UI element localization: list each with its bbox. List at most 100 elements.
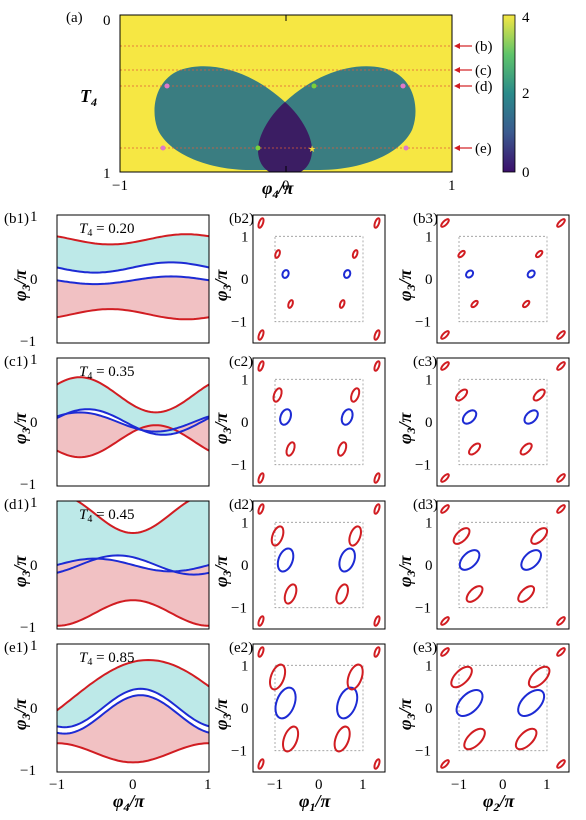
island-red — [457, 249, 466, 259]
island-red — [556, 504, 566, 514]
island-blue — [338, 547, 356, 573]
island-red — [532, 388, 546, 402]
ytick: 1 — [30, 209, 38, 225]
right-panel: (e3) φ3/π 1 0 −1 — [395, 640, 570, 773]
curve-red-bottom — [57, 599, 209, 627]
left-panel: T4 = 0.20 1 0 −1 φ3/π (b1) — [4, 209, 210, 350]
ytick: 0 — [30, 701, 38, 717]
ytick: −1 — [231, 315, 247, 331]
island-blue — [274, 686, 297, 720]
island-red — [338, 299, 346, 309]
island-red — [337, 441, 348, 457]
island-red — [257, 217, 265, 229]
unit-cell — [458, 378, 548, 466]
ylabel: φ3/π — [211, 411, 234, 444]
row-3: T4 = 0.85 1 0 −1 φ3/π (e1) (e2) φ3/π 1 0 −1 (e3) φ3/… — [4, 638, 570, 779]
arrow-label-d: (d) — [475, 79, 493, 95]
island-red — [257, 503, 265, 515]
xlabel-left: φ4/π — [113, 791, 146, 814]
ylabel: φ3/π — [395, 554, 418, 587]
ytick: −1 — [231, 744, 247, 760]
island-red — [452, 527, 471, 545]
island-blue — [461, 409, 478, 425]
island-red — [556, 218, 566, 228]
island-red — [257, 329, 265, 341]
ylabel: φ3/π — [211, 554, 234, 587]
arrow-label-c: (c) — [475, 63, 492, 79]
island-red — [373, 646, 381, 658]
curve-blue-upper — [57, 408, 209, 436]
heatmap-a: ★ — [120, 15, 452, 172]
island-red — [455, 388, 469, 402]
island-blue — [336, 686, 359, 720]
curve-blue-lower — [57, 557, 209, 573]
torus-plot — [437, 501, 569, 629]
island-red — [274, 249, 281, 259]
ylabel: φ3/π — [10, 554, 33, 587]
panel-label: (e2) — [229, 640, 253, 656]
island-blue — [523, 409, 539, 425]
ytick: 0 — [241, 415, 249, 431]
mid-frame — [252, 214, 386, 344]
island-red — [440, 473, 450, 483]
unit-cell — [458, 664, 548, 752]
island-red — [517, 585, 536, 603]
island-red — [556, 616, 566, 626]
xtick: 0 — [315, 777, 323, 793]
island-red — [283, 583, 298, 605]
island-red — [282, 725, 300, 753]
ylabel: φ3/π — [10, 411, 33, 444]
island-red — [270, 525, 285, 547]
island-blue — [526, 269, 536, 279]
band-pink — [57, 412, 209, 458]
ytick: −1 — [231, 458, 247, 474]
right-frame — [436, 214, 570, 344]
t4-label: T4 = 0.35 — [79, 364, 135, 382]
plot-bg — [253, 215, 385, 343]
ytick: −1 — [20, 334, 36, 350]
ytick: 1 — [241, 658, 249, 674]
colorbar — [502, 14, 516, 173]
ytick: −1 — [415, 458, 431, 474]
island-red — [556, 330, 566, 340]
xlabel-right: φ2/π — [483, 791, 516, 814]
panel-label: (c2) — [229, 354, 253, 370]
unit-cell — [458, 521, 548, 609]
band-pink — [57, 276, 209, 320]
unit-cell — [274, 664, 364, 752]
island-red — [534, 249, 544, 259]
plot-bg — [253, 358, 385, 486]
island-blue — [343, 269, 352, 279]
band-pink — [57, 558, 209, 626]
island-blue — [465, 269, 475, 279]
plot-bg — [437, 215, 569, 343]
ylabel: φ3/π — [10, 697, 33, 730]
unit-cell — [274, 378, 364, 466]
island-red — [373, 217, 381, 229]
curve-red-top — [57, 233, 209, 246]
mid-panel: (b2) φ3/π 1 0 −1 — [211, 211, 386, 344]
ytick: 0 — [425, 558, 433, 574]
xlabel-a: φ4/π — [262, 178, 295, 201]
curve-blue-lower — [57, 275, 209, 286]
island-red — [287, 299, 294, 309]
torus-plot — [253, 358, 385, 486]
panel-label: (b2) — [229, 211, 254, 227]
island-red — [440, 647, 450, 657]
ytick: −1 — [415, 744, 431, 760]
island-red — [521, 299, 531, 309]
island-red — [269, 663, 287, 691]
ytick: 1 — [241, 372, 249, 388]
island-red — [373, 360, 381, 372]
heatmap-dark-region — [258, 102, 312, 172]
curve-red-bottom — [57, 742, 209, 764]
island-red — [346, 663, 364, 691]
island-red — [373, 615, 381, 627]
panel-a-label: (a) — [66, 10, 83, 26]
panel-label: (e3) — [413, 640, 437, 656]
arrows: (b) (c) (d) (e) — [454, 39, 493, 157]
torus-plot — [437, 215, 569, 343]
curve-blue-lower — [57, 411, 209, 433]
ylabel: φ3/π — [211, 268, 234, 301]
